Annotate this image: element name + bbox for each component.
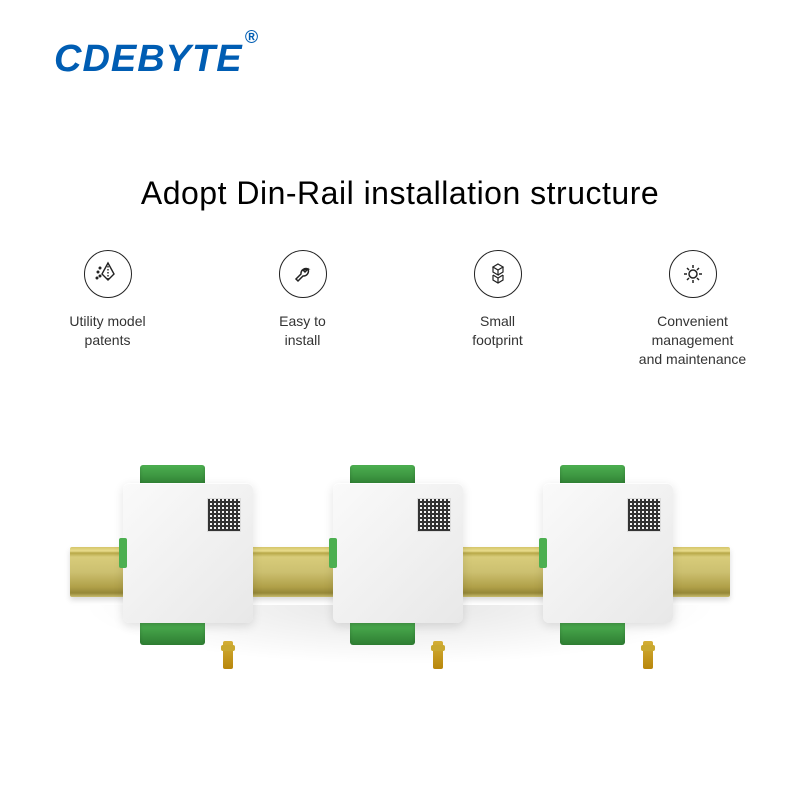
module bbox=[535, 465, 685, 675]
feature-small-footprint: Small footprint bbox=[428, 250, 568, 369]
feature-row: Utility model patents Easy to install Sm… bbox=[0, 250, 800, 369]
feature-easy-install: Easy to install bbox=[233, 250, 373, 369]
feature-label: Small footprint bbox=[472, 312, 523, 350]
gear-icon bbox=[669, 250, 717, 298]
feature-label: Convenient management and maintenance bbox=[639, 312, 746, 369]
brand-name: CDEBYTE bbox=[54, 38, 243, 80]
wrench-icon bbox=[279, 250, 327, 298]
cubes-icon bbox=[474, 250, 522, 298]
feature-label: Utility model patents bbox=[69, 312, 145, 350]
brand-reg-mark: ® bbox=[245, 27, 259, 47]
module bbox=[325, 465, 475, 675]
patent-icon bbox=[84, 250, 132, 298]
product-illustration bbox=[0, 465, 800, 725]
feature-patents: Utility model patents bbox=[38, 250, 178, 369]
module-row bbox=[0, 465, 800, 675]
module bbox=[115, 465, 265, 675]
page-headline: Adopt Din-Rail installation structure bbox=[0, 175, 800, 212]
brand-logo: CDEBYTE® bbox=[54, 38, 259, 81]
feature-management: Convenient management and maintenance bbox=[623, 250, 763, 369]
feature-label: Easy to install bbox=[279, 312, 326, 350]
